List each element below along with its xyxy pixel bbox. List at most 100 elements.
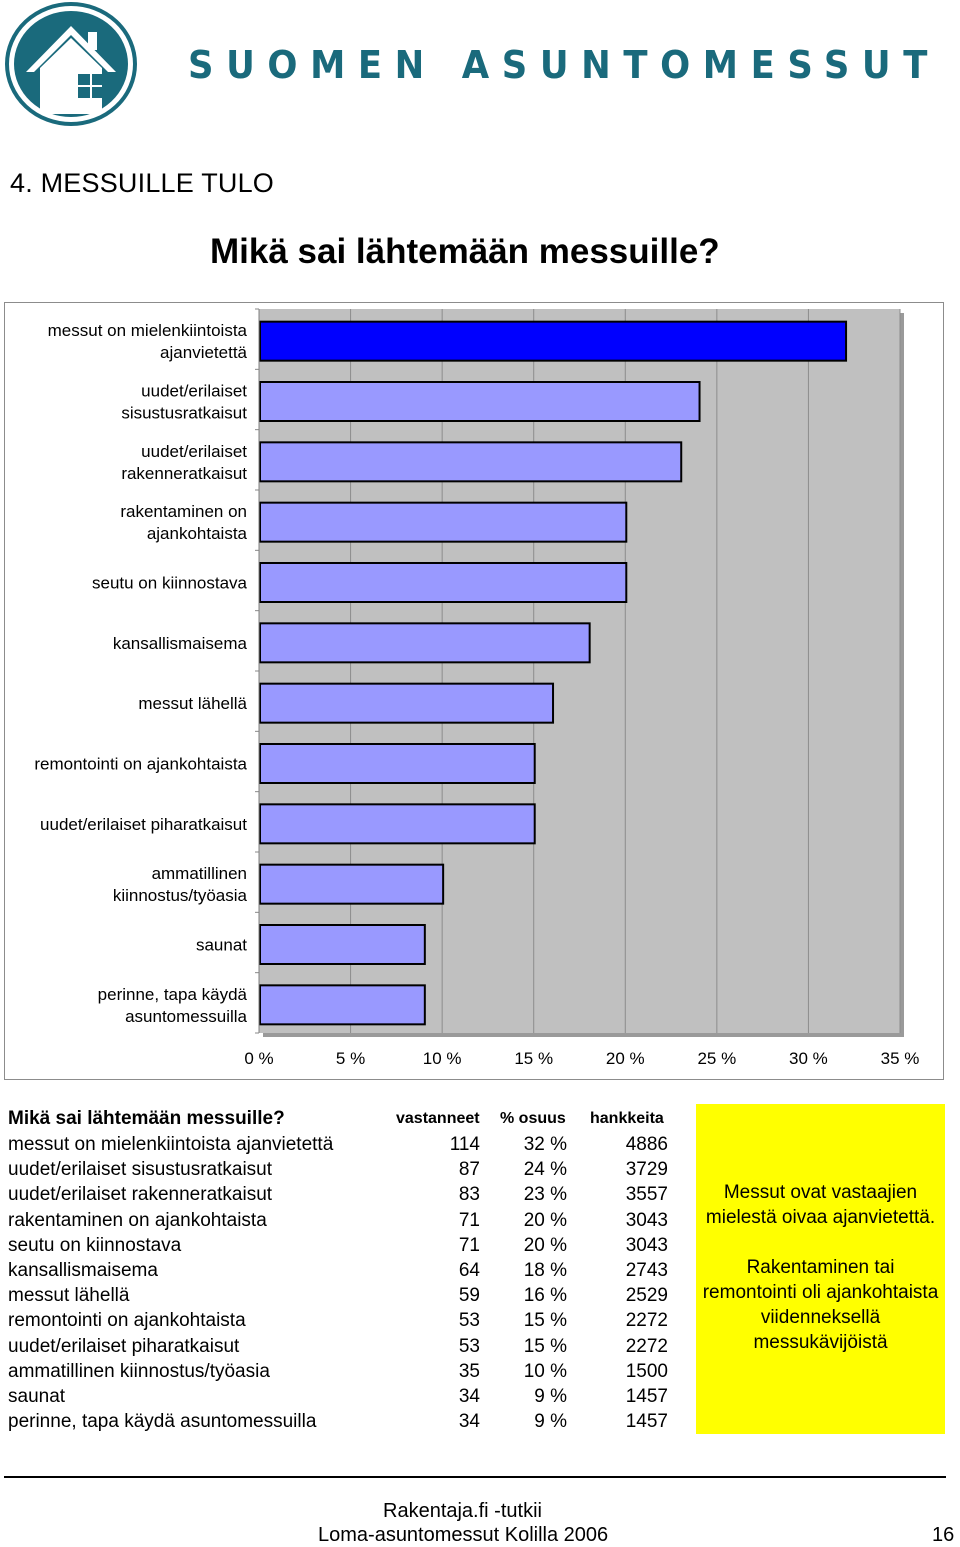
bar <box>259 924 426 965</box>
row-share: 10 % <box>523 1360 567 1382</box>
row-label: messut on mielenkiintoista ajanvietettä <box>8 1134 334 1155</box>
row-label: seutu on kiinnostava <box>8 1234 182 1256</box>
row-label: saunat <box>8 1385 66 1407</box>
table-row: rakentaminen on ajankohtaista 71 20 % 3043 <box>8 1208 688 1233</box>
table-row: perinne, tapa käydä asuntomessuilla 34 9 %… <box>8 1409 688 1434</box>
category-label: ajanvietettä <box>160 343 247 362</box>
bar <box>259 803 536 845</box>
category-label: kansallismaisema <box>113 634 248 653</box>
category-label: remontointi on ajankohtaista <box>34 755 247 774</box>
row-share: 23 % <box>523 1184 567 1206</box>
category-label: messut on mielenkiintoista <box>48 321 248 340</box>
svg-text:SUOMEN ASUNTOMESSUT: SUOMEN ASUNTOMESSUT <box>188 43 940 87</box>
row-share: 20 % <box>523 1209 567 1231</box>
row-respondents: 35 <box>458 1360 480 1382</box>
table-row: messut lähellä 59 16 % 2529 <box>8 1283 688 1308</box>
table-title: Mikä sai lähtemään messuille? <box>8 1108 285 1129</box>
row-respondents: 71 <box>458 1234 480 1256</box>
table-header: Mikä sai lähtemään messuille? vastanneet… <box>8 1108 688 1132</box>
row-share: 16 % <box>523 1285 567 1307</box>
category-label: uudet/erilaiset piharatkaisut <box>40 815 247 834</box>
category-label: asuntomessuilla <box>125 1007 247 1026</box>
bar <box>259 743 536 784</box>
row-label: uudet/erilaiset piharatkaisut <box>8 1335 240 1357</box>
row-share: 9 % <box>534 1385 567 1407</box>
row-label: rakentaminen on ajankohtaista <box>8 1209 267 1231</box>
bar <box>259 622 591 664</box>
table-row: saunat 34 9 % 1457 <box>8 1384 688 1409</box>
category-label: rakenneratkaisut <box>121 464 247 483</box>
footer-event: Loma-asuntomessut Kolilla 2006 <box>318 1524 609 1546</box>
row-respondents: 53 <box>458 1310 480 1332</box>
plot-area <box>259 309 900 1033</box>
category-label: sisustusratkaisut <box>121 404 247 423</box>
x-tick-label: 5 % <box>336 1049 365 1068</box>
category-label: rakentaminen on <box>120 502 247 521</box>
category-label: seutu on kiinnostava <box>92 574 248 593</box>
table-body: messut on mielenkiintoista ajanvietettä 1… <box>8 1132 688 1434</box>
summary-note: Messut ovat vastaajien mielestä oivaa aj… <box>696 1104 945 1434</box>
row-respondents: 64 <box>458 1259 480 1281</box>
row-projects: 2272 <box>625 1335 668 1357</box>
x-tick-label: 25 % <box>697 1049 736 1068</box>
row-projects: 4886 <box>625 1134 668 1155</box>
results-table: Mikä sai lähtemään messuille? vastanneet… <box>8 1108 688 1434</box>
category-label: ammatillinen <box>152 864 247 883</box>
x-tick-label: 35 % <box>881 1049 920 1068</box>
header-projects: hankkeita <box>590 1110 664 1127</box>
bar-chart: messut on mielenkiintoista ajanvietettä uu… <box>4 302 944 1080</box>
row-projects: 1457 <box>625 1411 668 1433</box>
row-respondents: 114 <box>449 1134 480 1155</box>
row-share: 15 % <box>523 1335 567 1357</box>
row-share: 9 % <box>534 1411 567 1433</box>
bar <box>259 682 555 724</box>
row-projects: 3043 <box>625 1234 668 1256</box>
row-projects: 1457 <box>625 1385 668 1407</box>
category-label: kiinnostus/työasia <box>113 886 248 905</box>
row-label: perinne, tapa käydä asuntomessuilla <box>8 1411 317 1433</box>
section-heading: 4. MESSUILLE TULO <box>10 168 275 198</box>
row-label: uudet/erilaiset sisustusratkaisut <box>8 1159 273 1181</box>
row-respondents: 71 <box>458 1209 480 1231</box>
table-row: remontointi on ajankohtaista 53 15 % 2272 <box>8 1308 688 1333</box>
footer-divider <box>4 1476 946 1478</box>
row-label: remontointi on ajankohtaista <box>8 1310 246 1332</box>
x-tick-label: 15 % <box>514 1049 553 1068</box>
row-respondents: 53 <box>458 1335 480 1357</box>
bar <box>259 501 628 543</box>
bar <box>259 863 445 905</box>
note-paragraph: Messut ovat vastaajien mielestä oivaa aj… <box>705 1182 936 1228</box>
table-row: uudet/erilaiset sisustusratkaisut 87 24 % 3… <box>8 1157 688 1182</box>
bar <box>259 320 848 362</box>
row-projects: 3729 <box>625 1159 668 1181</box>
row-respondents: 87 <box>458 1159 480 1181</box>
table-row: uudet/erilaiset piharatkaisut 53 15 % 2272 <box>8 1334 688 1359</box>
row-projects: 2272 <box>625 1310 668 1332</box>
category-label: perinne, tapa käydä <box>98 985 248 1004</box>
x-tick-label: 30 % <box>789 1049 828 1068</box>
table-row: messut on mielenkiintoista ajanvietettä 1… <box>8 1132 688 1157</box>
row-projects: 2529 <box>625 1285 668 1307</box>
row-projects: 1500 <box>625 1360 668 1382</box>
row-share: 32 % <box>523 1134 567 1155</box>
category-label: saunat <box>196 936 247 955</box>
category-label: messut lähellä <box>138 694 247 713</box>
row-respondents: 59 <box>458 1285 480 1307</box>
chart-canvas: messut on mielenkiintoista ajanvietettä uu… <box>34 308 920 1068</box>
row-label: ammatillinen kiinnostus/työasia <box>8 1360 270 1382</box>
row-label: messut lähellä <box>8 1285 130 1307</box>
x-tick-label: 0 % <box>244 1049 273 1068</box>
x-tick-label: 10 % <box>423 1049 462 1068</box>
note-paragraph: Rakentaminen tai remontointi oli ajankoh… <box>702 1257 939 1353</box>
table-row: seutu on kiinnostava 71 20 % 3043 <box>8 1233 688 1258</box>
bar <box>259 381 701 422</box>
row-share: 24 % <box>523 1159 567 1181</box>
bar <box>259 441 683 483</box>
bar <box>259 562 628 603</box>
page-title: Mikä sai lähtemään messuille? <box>210 232 720 271</box>
category-label: ajankohtaista <box>147 524 248 543</box>
x-tick-label: 20 % <box>606 1049 645 1068</box>
table-row: ammatillinen kiinnostus/työasia 35 10 % 150… <box>8 1359 688 1384</box>
row-share: 18 % <box>523 1259 567 1281</box>
house-circle-logo <box>5 2 137 126</box>
